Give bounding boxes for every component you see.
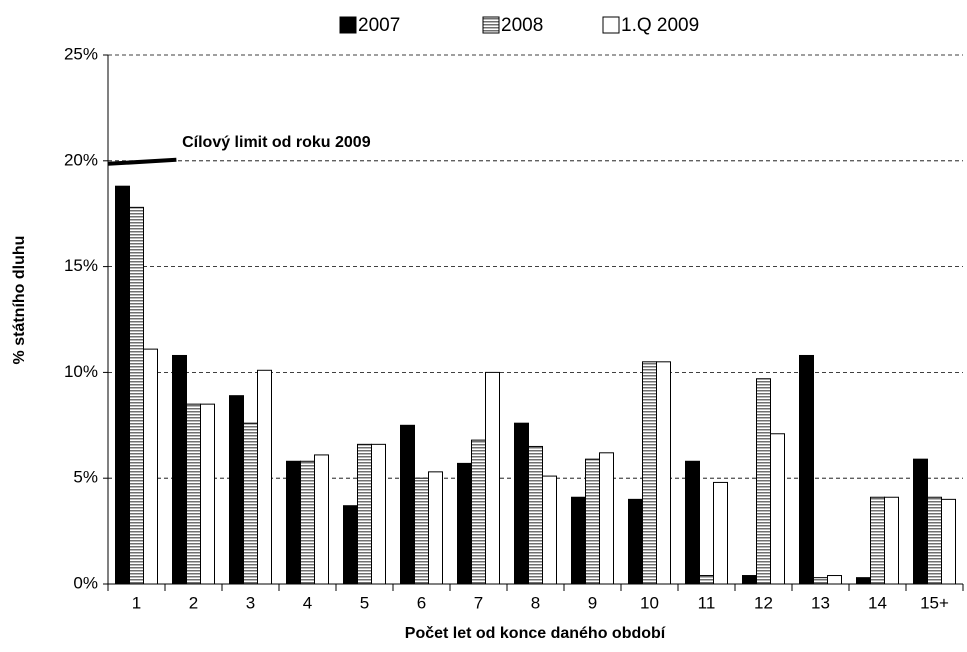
x-tick-label: 13 bbox=[811, 593, 830, 612]
bar bbox=[642, 361, 657, 585]
bar bbox=[542, 475, 557, 585]
bar bbox=[229, 395, 244, 585]
legend-label: 2008 bbox=[501, 15, 543, 36]
x-tick-label: 4 bbox=[303, 593, 312, 612]
bar bbox=[884, 496, 899, 585]
bar bbox=[186, 403, 201, 585]
bar bbox=[314, 454, 329, 585]
bar bbox=[628, 498, 643, 585]
bar bbox=[827, 575, 842, 585]
bar bbox=[742, 575, 757, 585]
bar bbox=[941, 498, 956, 585]
y-axis-title: % státního dluhu bbox=[11, 236, 28, 365]
bar bbox=[913, 458, 928, 585]
bar bbox=[428, 471, 443, 585]
y-tick-label: 10% bbox=[64, 362, 98, 381]
y-tick-label: 5% bbox=[73, 468, 98, 487]
y-tick-label: 15% bbox=[64, 256, 98, 275]
bar bbox=[371, 443, 386, 585]
annotation: Cílový limit od roku 2009 bbox=[182, 134, 371, 151]
y-tick-label: 25% bbox=[64, 44, 98, 63]
bar bbox=[571, 496, 586, 585]
x-tick-label: 11 bbox=[698, 593, 716, 612]
x-tick-label: 6 bbox=[417, 593, 426, 612]
legend-swatch bbox=[339, 16, 357, 34]
x-tick-label: 5 bbox=[360, 593, 369, 612]
bar bbox=[343, 505, 358, 585]
x-tick-label: 7 bbox=[474, 593, 483, 612]
bar bbox=[115, 185, 130, 585]
bar bbox=[243, 422, 258, 585]
bar bbox=[286, 460, 301, 585]
bar bbox=[400, 424, 415, 585]
bar bbox=[585, 458, 600, 585]
x-tick-label: 3 bbox=[246, 593, 255, 612]
bar bbox=[656, 361, 671, 585]
bar bbox=[699, 575, 714, 585]
bar bbox=[200, 403, 215, 585]
legend-swatch bbox=[482, 16, 500, 34]
legend-label: 1.Q 2009 bbox=[621, 15, 699, 36]
bar bbox=[457, 462, 472, 585]
x-tick-label: 15+ bbox=[920, 593, 949, 612]
bar bbox=[485, 371, 500, 585]
x-tick-label: 1 bbox=[132, 593, 141, 612]
bar bbox=[685, 460, 700, 585]
x-tick-label: 10 bbox=[640, 593, 659, 612]
bar bbox=[713, 481, 728, 585]
bar bbox=[528, 445, 543, 585]
bar bbox=[357, 443, 372, 585]
bar bbox=[172, 354, 187, 585]
bar bbox=[414, 477, 429, 585]
bar bbox=[799, 354, 814, 585]
y-tick-label: 20% bbox=[64, 150, 98, 169]
bar bbox=[770, 433, 785, 585]
x-tick-label: 8 bbox=[531, 593, 540, 612]
target-line bbox=[107, 157, 177, 166]
x-tick-label: 9 bbox=[588, 593, 597, 612]
y-tick-label: 0% bbox=[73, 573, 98, 592]
legend-label: 2007 bbox=[358, 15, 400, 36]
x-axis-title: Počet let od konce daného období bbox=[405, 625, 666, 642]
bar bbox=[129, 206, 144, 585]
bar bbox=[813, 577, 828, 585]
bar bbox=[514, 422, 529, 585]
bar bbox=[599, 452, 614, 585]
legend-swatch bbox=[602, 16, 620, 34]
bar bbox=[856, 577, 871, 585]
x-tick-label: 12 bbox=[754, 593, 773, 612]
bar bbox=[756, 378, 771, 585]
bar bbox=[257, 369, 272, 585]
x-tick-label: 14 bbox=[868, 593, 887, 612]
bar bbox=[927, 496, 942, 585]
x-tick-label: 2 bbox=[189, 593, 198, 612]
bar bbox=[471, 439, 486, 585]
bar bbox=[143, 348, 158, 585]
bar bbox=[300, 460, 315, 585]
bar bbox=[870, 496, 885, 585]
